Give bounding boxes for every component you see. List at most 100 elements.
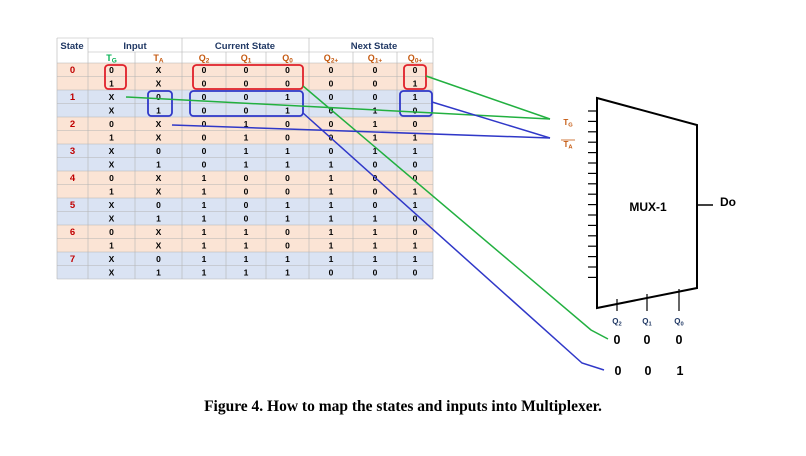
table-cell: 1 [373,214,378,224]
table-cell: 0 [285,65,290,75]
next-q0-highlight-0 [403,64,427,90]
table-cell: 1 [413,254,418,264]
table-cell: 0 [373,92,378,102]
table-cell: 1 [285,146,290,156]
table-cell: 0 [244,65,249,75]
table-cell: 0 [329,268,334,278]
table-cell: X [156,119,162,129]
row-background [57,238,433,252]
table-cell: 1 [373,146,378,156]
table-cell: 1 [285,268,290,278]
table-cell: 0 [244,200,249,210]
mux-input-ta-label: TA [563,140,572,151]
row-background [57,171,433,185]
table-cell: X [156,133,162,143]
table-cell: X [109,254,115,264]
table-cell: 0 [329,79,334,89]
current-state-highlight-0 [192,64,304,90]
table-cell: X [156,187,162,197]
table-cell: 0 [156,254,161,264]
table-cell: X [156,173,162,183]
table-cell: 0 [413,160,418,170]
table-cell: 1 [109,241,114,251]
table-cell: 0 [329,119,334,129]
table-cell: 1 [285,200,290,210]
row-background [57,184,433,198]
table-cell: 0 [285,133,290,143]
table-cell: 1 [413,79,418,89]
table-cell: 0 [413,65,418,75]
table-cell: 1 [202,173,207,183]
table-cell: 0 [285,187,290,197]
table-cell: X [109,106,115,116]
table-cell: 1 [329,254,334,264]
table-cell: X [109,268,115,278]
row-background [57,90,433,104]
state-label: 2 [70,119,75,130]
table-cell: X [109,200,115,210]
table-cell: 0 [285,241,290,251]
table-cell: 1 [285,214,290,224]
table-cell: 0 [244,106,249,116]
table-cell: 0 [373,160,378,170]
select-value-001: 1 [677,364,684,378]
table-cell: X [156,79,162,89]
table-cell: 0 [413,119,418,129]
table-cell: 0 [156,92,161,102]
row-background [57,198,433,212]
table-cell: 1 [244,160,249,170]
select-value-000: 0 [644,333,651,347]
table-cell: 1 [329,160,334,170]
mux-select-label-q1: Q1 [642,317,652,328]
table-cell: 1 [413,200,418,210]
table-cell: 0 [244,92,249,102]
table-cell: 1 [109,187,114,197]
table-cell: 0 [373,79,378,89]
table-cell: 1 [373,119,378,129]
subheader-q1-next: Q1+ [368,53,383,65]
subheader-q2-next: Q2+ [324,53,339,65]
table-cell: 1 [202,268,207,278]
connector-ta-from-input [171,124,551,139]
table-cell: 1 [156,268,161,278]
table-cell: 0 [413,227,418,237]
row-background [57,130,433,144]
table-cell: 1 [329,241,334,251]
table-cell: 1 [413,241,418,251]
connector-tg-from-next [425,75,551,120]
table-cell: 1 [244,146,249,156]
table-cell: 1 [329,173,334,183]
table-cell: 0 [202,119,207,129]
table-cell: 0 [202,106,207,116]
table-cell: 1 [202,241,207,251]
table-cell: 1 [285,106,290,116]
table-cell: 1 [244,133,249,143]
table-cell: 1 [285,160,290,170]
ta-highlight-state-1 [147,90,173,117]
connector-ta-from-next [431,101,551,139]
table-cell: 0 [244,187,249,197]
table-cell: 1 [413,146,418,156]
mux-select-label-q2: Q2 [612,317,621,328]
next-q0-highlight-1 [399,90,433,117]
table-cell: 0 [285,79,290,89]
connector-select-000 [302,85,609,340]
table-cell: 1 [244,227,249,237]
select-value-000: 0 [614,333,621,347]
table-cell: 1 [109,133,114,143]
subheader-q0-next: Q0+ [408,53,423,65]
table-cell: 1 [413,187,418,197]
state-label: 1 [70,92,76,103]
mux-input-tg-label: TG [563,118,573,129]
table-cell: X [109,92,115,102]
subheader-q0: Q0 [282,53,293,65]
select-value-001: 0 [645,364,652,378]
table-cell: 1 [244,268,249,278]
table-cell: X [156,241,162,251]
table-cell: 1 [202,214,207,224]
table-cell: 1 [202,227,207,237]
table-cell: 1 [202,254,207,264]
table-cell: X [109,160,115,170]
row-background [57,157,433,171]
connector-tg-from-input [125,96,551,120]
